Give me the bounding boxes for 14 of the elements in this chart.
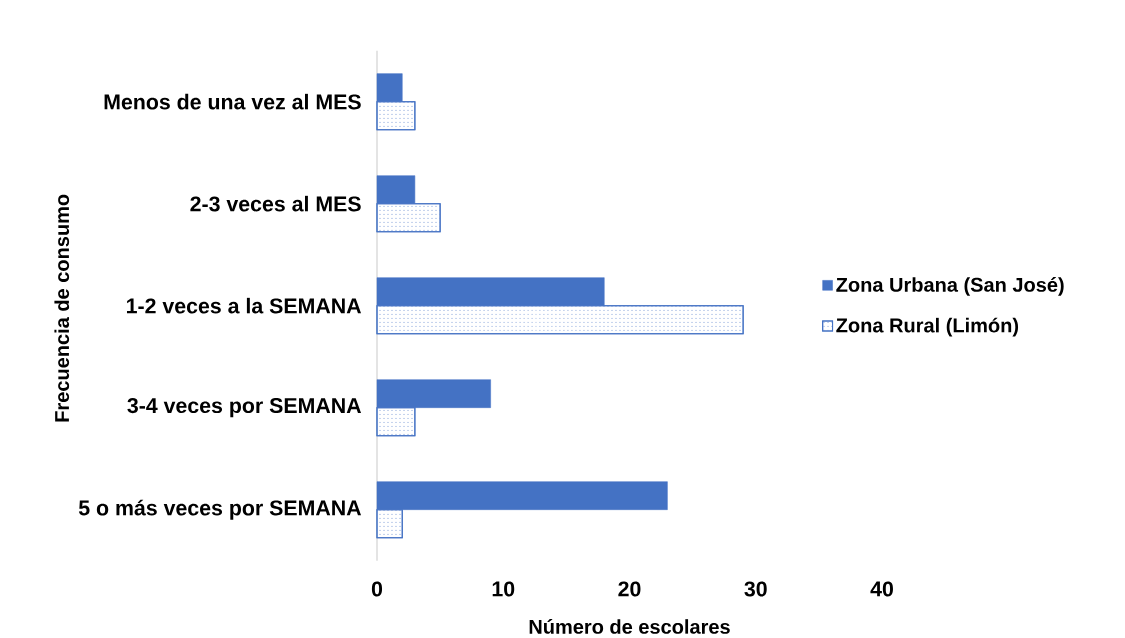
- y-tick-label: 1-2 veces a la SEMANA: [126, 297, 362, 314]
- x-tick-label: 30: [744, 581, 767, 597]
- y-tick-label: 2-3 veces al MES: [190, 195, 361, 212]
- legend-label: Zona Rural (Limón): [836, 317, 1019, 337]
- y-tick-label: 3-4 veces por SEMANA: [127, 397, 362, 418]
- y-tick-label: Menos de una vez al MES: [104, 93, 361, 110]
- x-tick-label: 20: [618, 581, 641, 597]
- x-tick-label: 40: [870, 581, 893, 597]
- y-tick-label: 5 o más veces por SEMANA: [78, 499, 362, 520]
- x-axis-title: Número de escolares: [529, 618, 730, 634]
- legend-label: Zona Urbana (San José): [836, 276, 1064, 296]
- x-tick-label: 0: [371, 581, 383, 597]
- y-axis-title: Frecuencia de consumo: [54, 194, 70, 422]
- x-tick-label: 10: [492, 581, 515, 597]
